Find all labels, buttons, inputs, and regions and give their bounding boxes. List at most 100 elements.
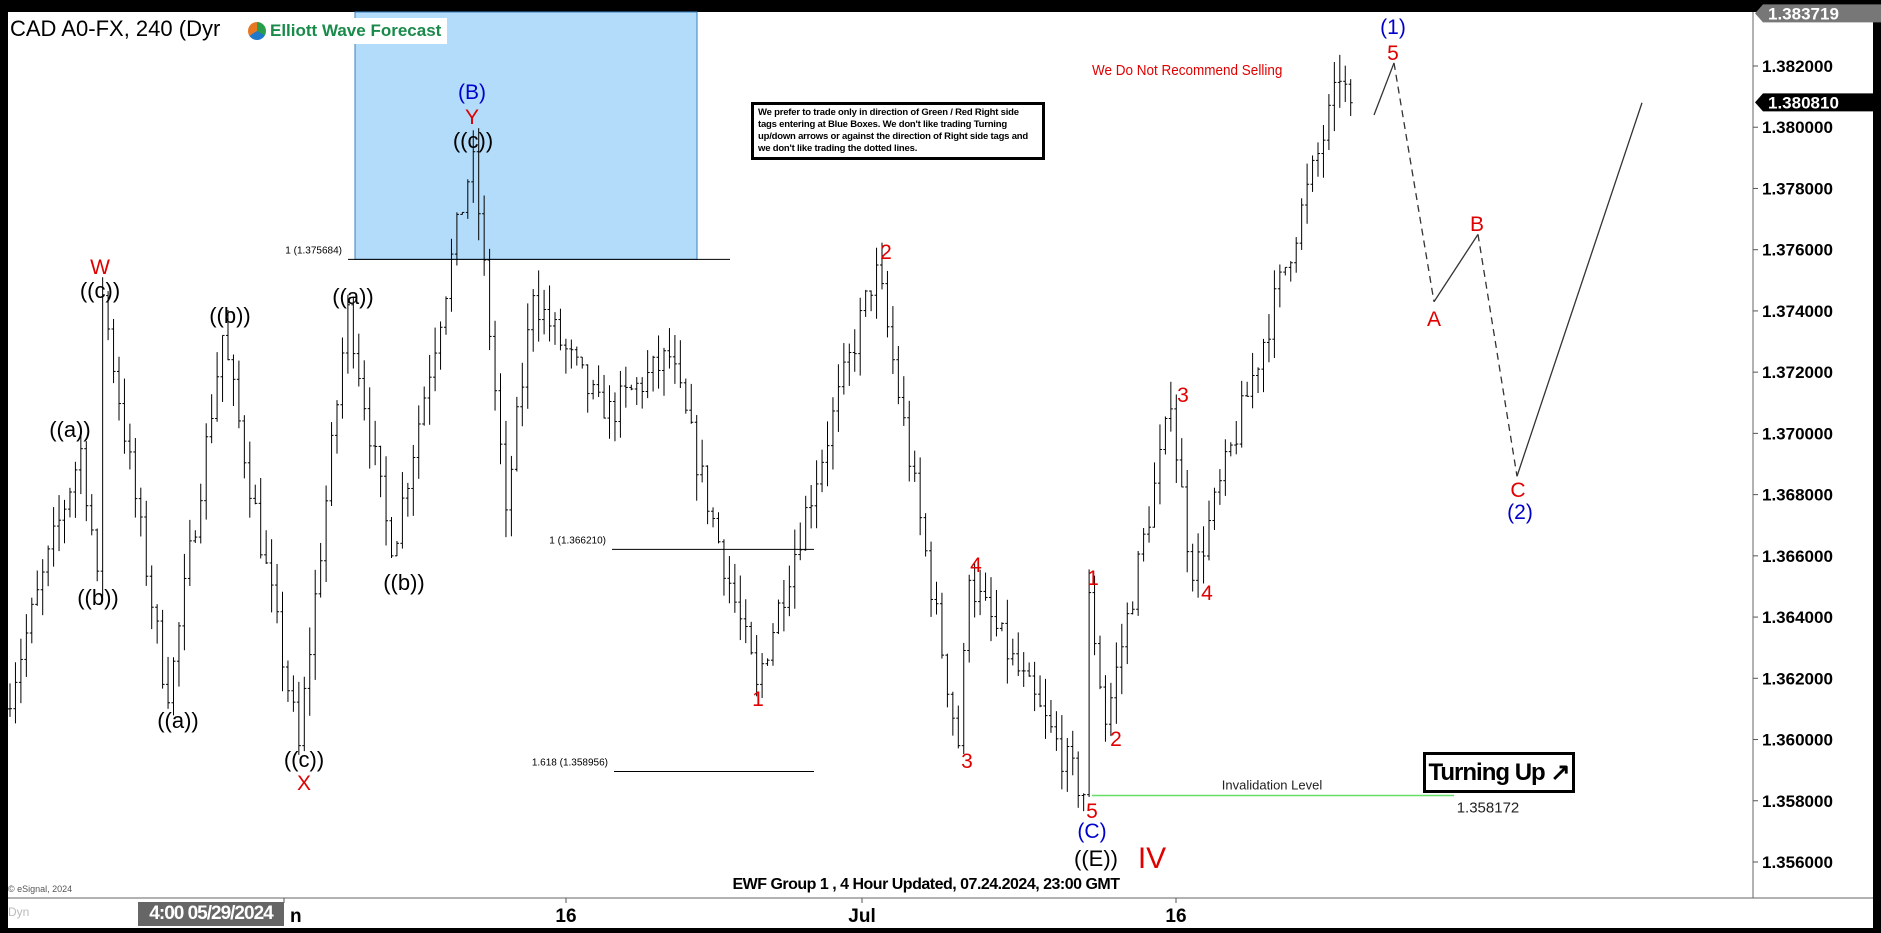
wave-label-21: ((E)) <box>1074 846 1118 871</box>
dyn-label[interactable]: Dyn <box>8 905 30 919</box>
turning-up-badge: Turning Up ↗ <box>1423 752 1575 793</box>
wave-label-6: ((c)) <box>284 747 324 772</box>
wave-label-28: A <box>1427 308 1441 331</box>
ohlc-bar <box>1021 652 1026 687</box>
ohlc-bar <box>820 449 825 493</box>
ohlc-bar <box>542 289 547 335</box>
y-tick-label: 1.358000 <box>1762 792 1833 811</box>
ohlc-bar <box>830 397 835 470</box>
ohlc-bar <box>176 622 181 687</box>
ohlc-bar <box>836 364 841 432</box>
ohlc-bar <box>618 370 623 438</box>
wave-label-17: 1 <box>1087 567 1099 590</box>
ohlc-bar <box>1212 487 1217 531</box>
ohlc-bar <box>880 242 884 290</box>
wave-label-8: ((a)) <box>332 284 374 309</box>
ohlc-bar <box>78 428 83 495</box>
ohlc-bar <box>296 681 301 755</box>
ohlc-bar <box>482 195 487 276</box>
ohlc-bar <box>1239 380 1244 448</box>
ohlc-bar <box>465 179 470 219</box>
ohlc-bar <box>716 512 721 544</box>
ohlc-bar <box>73 461 78 518</box>
ohlc-bar <box>155 604 160 644</box>
ohlc-bar <box>236 360 241 429</box>
ohlc-bar <box>890 306 895 374</box>
wave-label-2: ((a)) <box>49 417 91 442</box>
price-axis[interactable] <box>1753 12 1873 928</box>
wave-label-12: ((c)) <box>453 128 493 153</box>
ohlc-bar <box>738 575 743 641</box>
ohlc-bar <box>1065 738 1070 792</box>
ohlc-bar <box>852 329 857 372</box>
ohlc-bar <box>335 400 339 454</box>
update-caption: EWF Group 1 , 4 Hour Updated, 07.24.2024… <box>732 876 1120 893</box>
ohlc-bar <box>994 589 999 637</box>
y-tick-label: 1.376000 <box>1762 241 1833 260</box>
y-tick-label: 1.356000 <box>1762 853 1833 872</box>
ohlc-bar <box>454 212 459 266</box>
ohlc-bar <box>1288 261 1293 282</box>
wave-label-0: W <box>90 256 110 279</box>
turning-up-label: Turning Up <box>1428 759 1546 786</box>
ohlc-bar <box>1119 623 1124 695</box>
warning-text: We Do Not Recommend Selling <box>1092 62 1283 79</box>
ohlc-bar <box>133 438 138 518</box>
wave-label-14: 2 <box>880 241 892 264</box>
ohlc-bar <box>67 487 72 518</box>
ohlc-bar <box>645 350 650 399</box>
ohlc-bar <box>874 247 879 319</box>
ohlc-bar <box>51 507 56 567</box>
ohlc-bar <box>384 456 389 546</box>
x-tick-label: 16 <box>555 906 576 927</box>
ohlc-bar <box>1185 469 1190 573</box>
ohlc-bar <box>907 400 912 482</box>
time-axis[interactable] <box>8 898 1873 928</box>
ohlc-bar <box>1299 198 1304 250</box>
ohlc-bar <box>863 289 868 317</box>
ohlc-bar <box>324 485 329 583</box>
ohlc-bar <box>117 356 121 421</box>
ohlc-bar <box>1337 54 1342 108</box>
ohlc-bar <box>798 522 803 561</box>
ohlc-bar <box>318 542 323 598</box>
wave-label-24: 4 <box>1201 582 1213 605</box>
ohlc-bar <box>166 656 171 709</box>
ohlc-bar <box>280 591 285 692</box>
ohlc-bar <box>122 378 127 454</box>
ohlc-bar <box>13 662 18 724</box>
ohlc-bar <box>1294 237 1299 273</box>
ohlc-bar <box>841 343 846 395</box>
ohlc-bar <box>340 337 345 419</box>
ohlc-bar <box>471 130 476 203</box>
projection-path-segment <box>1393 62 1435 302</box>
trading-notice: We prefer to trade only in direction of … <box>751 102 1045 160</box>
wave-label-30: (2) <box>1507 501 1533 524</box>
ohlc-bar <box>667 328 672 369</box>
wave-label-25: 5 <box>1387 42 1399 65</box>
ohlc-bar <box>553 312 557 345</box>
ohlc-bar <box>1201 526 1206 584</box>
ohlc-bar <box>503 420 508 538</box>
ohlc-bar <box>291 675 296 712</box>
ohlc-bar <box>776 599 781 635</box>
cursor-time: 4:00 05/29/2024 <box>138 902 284 926</box>
ohlc-bar <box>1005 599 1010 684</box>
ohlc-bar <box>656 335 661 389</box>
ohlc-bar <box>29 597 34 644</box>
ohlc-bar <box>160 609 165 689</box>
ohlc-bar <box>411 444 416 516</box>
wave-label-22: IV <box>1138 842 1166 875</box>
ohlc-bar <box>705 465 710 525</box>
ohlc-bar <box>1141 528 1146 562</box>
ohlc-bar <box>1266 314 1271 363</box>
ohlc-bar <box>1234 420 1239 455</box>
ohlc-bar <box>215 352 220 422</box>
ohlc-bar <box>438 321 443 370</box>
wave-label-19: 5 <box>1086 800 1098 823</box>
ohlc-bar <box>743 599 748 644</box>
ohlc-bar <box>204 423 209 520</box>
ohlc-bar <box>1076 751 1081 808</box>
ohlc-bar <box>198 483 203 544</box>
ohlc-bar <box>623 366 628 408</box>
